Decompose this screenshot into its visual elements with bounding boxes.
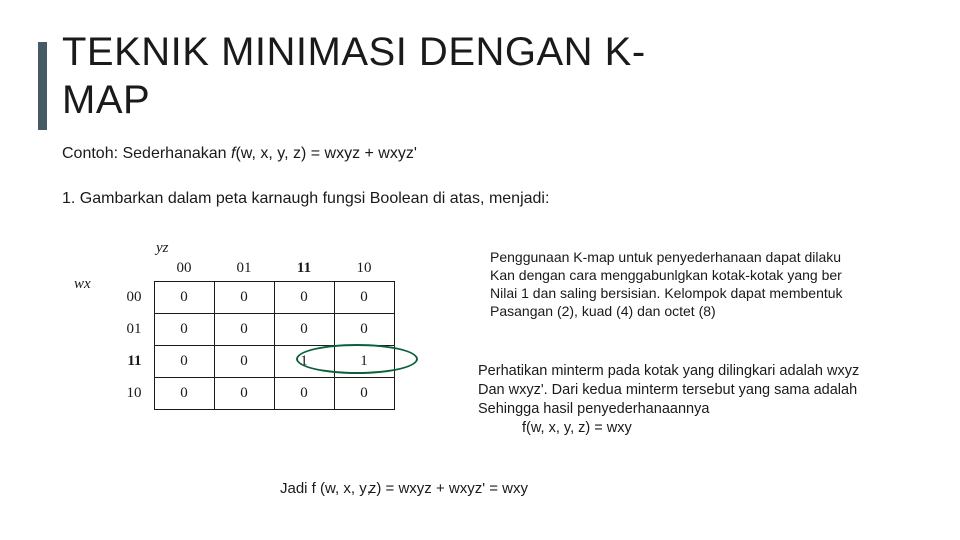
page-title: TEKNIK MINIMASI DENGAN K- MAP bbox=[62, 28, 646, 124]
kmap-cell: 0 bbox=[334, 314, 394, 346]
kmap-cell: 0 bbox=[334, 378, 394, 410]
kmap-cell: 0 bbox=[214, 378, 274, 410]
kmap-col-01: 01 bbox=[214, 256, 274, 282]
kmap-cell: 0 bbox=[274, 282, 334, 314]
kmap-col-00: 00 bbox=[154, 256, 214, 282]
kmap-cell: 0 bbox=[334, 282, 394, 314]
example-line: Contoh: Sederhanakan f(w, x, y, z) = wxy… bbox=[62, 145, 417, 163]
block1-line: Nilai 1 dan saling bersisian. Kelompok d… bbox=[490, 285, 843, 301]
block1-line: Kan dengan cara menggabunlgkan kotak-kot… bbox=[490, 267, 842, 283]
title-line-2: MAP bbox=[62, 78, 150, 122]
explanation-block-1: Penggunaan K-map untuk penyederhanaan da… bbox=[490, 248, 843, 320]
kmap-row-11: 11 0 0 1 1 bbox=[114, 346, 394, 378]
kmap-cell: 0 bbox=[214, 282, 274, 314]
subtitle-args: (w, x, y, z) = wxyz + wxyz' bbox=[235, 145, 416, 162]
explanation-block-2: Perhatikan minterm pada kotak yang dilin… bbox=[478, 362, 859, 438]
kmap-cell: 0 bbox=[214, 314, 274, 346]
block1-line: Penggunaan K-map untuk penyederhanaan da… bbox=[490, 249, 841, 265]
kmap-cell: 1 bbox=[274, 346, 334, 378]
block2-line: Sehingga hasil penyederhanaannya bbox=[478, 401, 709, 417]
kmap-yz-label: yz bbox=[156, 240, 169, 257]
conclusion-line: Jadi f (w, x, y,z) = wxyz + wxyz' = wxy bbox=[280, 480, 528, 497]
kmap-row-00: 00 0 0 0 0 bbox=[114, 282, 394, 314]
kmap-cell: 0 bbox=[214, 346, 274, 378]
conclusion-suffix: z) = wxyz + wxyz' = wxy bbox=[369, 480, 528, 497]
block2-result: f(w, x, y, z) = wxy bbox=[478, 419, 632, 438]
kmap-table: 00 01 11 10 00 0 0 0 0 01 0 0 0 0 11 0 0… bbox=[114, 256, 395, 410]
kmap-col-10: 10 bbox=[334, 256, 394, 282]
kmap-cell: 0 bbox=[154, 346, 214, 378]
kmap-row-01: 01 0 0 0 0 bbox=[114, 314, 394, 346]
conclusion-prefix: Jadi f (w, x, y bbox=[280, 480, 367, 497]
block2-line: Dan wxyz'. Dari kedua minterm tersebut y… bbox=[478, 382, 857, 398]
subtitle-prefix: Contoh: Sederhanakan bbox=[62, 145, 231, 162]
kmap-rowhead-11: 11 bbox=[114, 346, 154, 378]
kmap-cell: 0 bbox=[274, 314, 334, 346]
step-1-text: 1. Gambarkan dalam peta karnaugh fungsi … bbox=[62, 190, 549, 208]
kmap-row-10: 10 0 0 0 0 bbox=[114, 378, 394, 410]
accent-bar bbox=[38, 42, 47, 130]
block1-line: Pasangan (2), kuad (4) dan octet (8) bbox=[490, 303, 716, 319]
kmap-cell: 0 bbox=[154, 282, 214, 314]
kmap-cell: 0 bbox=[154, 314, 214, 346]
kmap-wx-label: wx bbox=[74, 276, 91, 293]
kmap-cell: 0 bbox=[274, 378, 334, 410]
kmap-col-11: 11 bbox=[274, 256, 334, 282]
kmap-header-row: 00 01 11 10 bbox=[114, 256, 394, 282]
kmap-cell: 0 bbox=[154, 378, 214, 410]
kmap: yz wx 00 01 11 10 00 0 0 0 0 01 0 0 0 0 … bbox=[62, 246, 442, 410]
kmap-rowhead-01: 01 bbox=[114, 314, 154, 346]
title-line-1: TEKNIK MINIMASI DENGAN K- bbox=[62, 30, 646, 74]
kmap-cell: 1 bbox=[334, 346, 394, 378]
block2-line: Perhatikan minterm pada kotak yang dilin… bbox=[478, 363, 859, 379]
kmap-rowhead-00: 00 bbox=[114, 282, 154, 314]
kmap-rowhead-10: 10 bbox=[114, 378, 154, 410]
